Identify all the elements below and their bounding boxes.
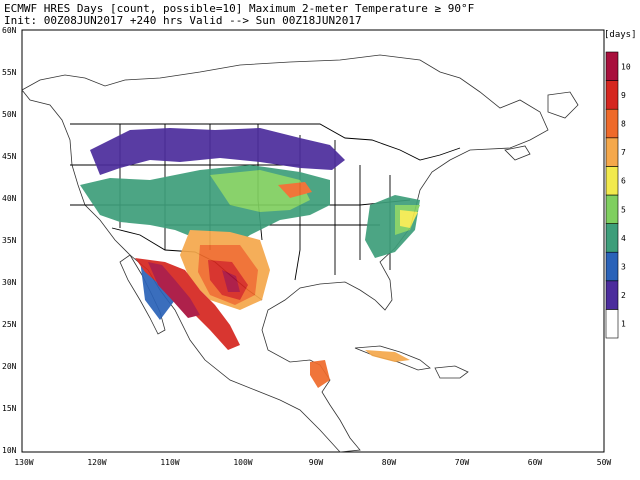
chart-title: ECMWF HRES Days [count, possible=10] Max… — [4, 2, 475, 15]
lat-label: 60N — [2, 26, 17, 35]
legend-swatch — [605, 137, 619, 167]
legend-swatch — [605, 166, 619, 196]
legend-label: 10 — [621, 62, 631, 71]
legend-swatch — [605, 51, 619, 81]
legend-label: 8 — [621, 120, 626, 129]
legend-label: 3 — [621, 263, 626, 272]
region-level-6 — [400, 210, 418, 228]
lat-label: 50N — [2, 110, 17, 119]
legend-unit: days — [609, 30, 632, 40]
region-level-10-tx — [222, 270, 240, 292]
legend-swatch — [605, 251, 619, 282]
lat-label: 15N — [2, 404, 17, 413]
lat-labels: 60N 55N 50N 45N 40N 35N 30N 25N 20N 15N … — [2, 26, 17, 455]
lon-label: 50W — [597, 458, 612, 467]
legend-colorbar: 1 2 3 4 5 6 7 8 9 10 — [605, 51, 631, 339]
hispaniola-outline — [434, 365, 469, 379]
lon-label: 80W — [382, 458, 397, 467]
legend-swatch — [605, 309, 619, 339]
lat-label: 35N — [2, 236, 17, 245]
lat-label: 20N — [2, 362, 17, 371]
lat-label: 10N — [2, 446, 17, 455]
legend-swatch — [605, 108, 619, 139]
legend-label: 1 — [621, 320, 626, 329]
lon-label: 70W — [455, 458, 470, 467]
lon-label: 110W — [160, 458, 179, 467]
legend-swatch — [605, 223, 619, 253]
region-level-2 — [90, 128, 345, 175]
lat-label: 30N — [2, 278, 17, 287]
legend-label: 7 — [621, 148, 626, 157]
region-level-5 — [210, 170, 310, 212]
lon-label: 130W — [14, 458, 33, 467]
lat-label: 40N — [2, 194, 17, 203]
legend-swatch — [605, 280, 619, 310]
heat-fill-regions — [80, 128, 420, 388]
legend-unit-label: [days] — [604, 30, 637, 40]
lat-label: 45N — [2, 152, 17, 161]
lon-label: 60W — [528, 458, 543, 467]
legend-label: 5 — [621, 205, 626, 214]
lat-label: 25N — [2, 320, 17, 329]
lat-label: 55N — [2, 68, 17, 77]
lon-label: 120W — [87, 458, 106, 467]
legend-label: 6 — [621, 177, 626, 186]
lon-labels: 130W 120W 110W 100W 90W 80W 70W 60W 50W — [14, 458, 611, 467]
legend-label: 4 — [621, 234, 626, 243]
newfoundland-outline — [547, 91, 579, 119]
region-level-10 — [148, 262, 200, 318]
legend-label: 9 — [621, 91, 626, 100]
map-frame — [21, 29, 605, 453]
legend-swatch — [605, 194, 619, 224]
legend-label: 2 — [621, 291, 626, 300]
lon-label: 90W — [309, 458, 324, 467]
region-level-8-yuc — [310, 360, 330, 388]
legend-swatch — [605, 80, 619, 110]
region-level-8-mo — [278, 182, 312, 198]
region-level-7-cuba — [365, 350, 410, 362]
chart-subtitle: Init: 00Z08JUN2017 +240 hrs Valid --> Su… — [4, 14, 362, 27]
lon-label: 100W — [233, 458, 252, 467]
nova-scotia-outline — [504, 145, 531, 161]
canada-us-border — [70, 123, 461, 161]
